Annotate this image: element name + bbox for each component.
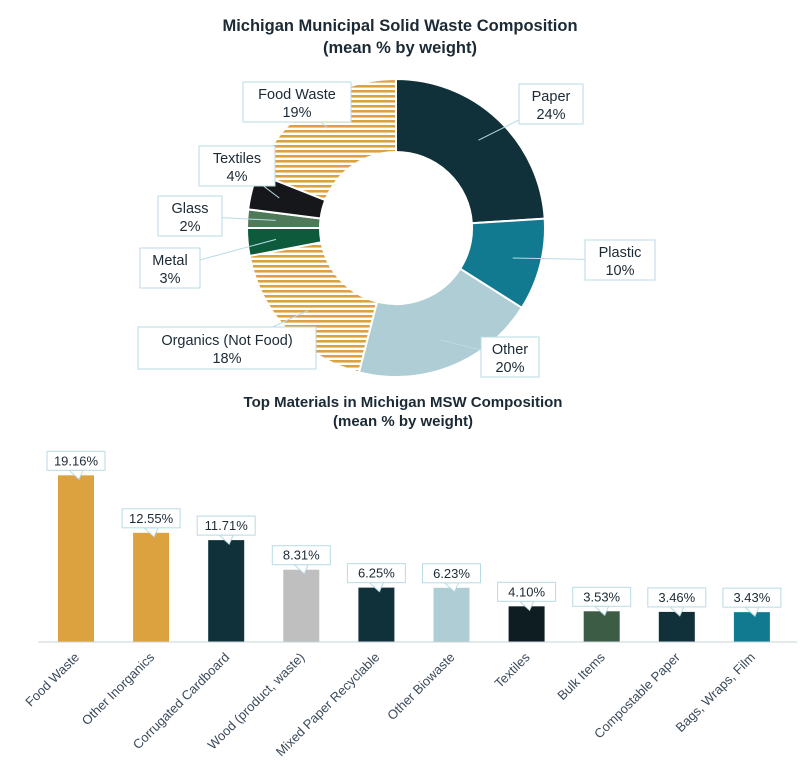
slice-value: 2%	[180, 219, 201, 235]
bar-other-biowaste	[433, 587, 470, 642]
category-label-bags-wraps-film: Bags, Wraps, Film	[672, 650, 758, 736]
donut-subtitle: (mean % by weight)	[323, 39, 477, 57]
slice-value: 10%	[605, 263, 634, 279]
donut-title: Michigan Municipal Solid Waste Compositi…	[222, 17, 577, 35]
slice-name: Plastic	[599, 245, 642, 261]
bar-wood-product-waste	[283, 569, 320, 642]
slice-label-paper: Paper 24%	[478, 83, 584, 141]
value-label-wood-product-waste: 8.31%	[271, 545, 331, 575]
slice-name: Other	[492, 342, 528, 358]
label-box	[480, 336, 540, 378]
bar-mixed-paper-recyclable	[358, 587, 395, 642]
value-label-compostable-paper: 3.46%	[647, 587, 707, 617]
label-box	[157, 195, 223, 237]
label-box	[198, 145, 276, 187]
label-box	[139, 247, 201, 289]
slice-value: 24%	[536, 107, 565, 123]
bar-textiles	[508, 606, 545, 642]
slice-label-food-waste: Food Waste 19%	[242, 81, 352, 129]
bar-title: Top Materials in Michigan MSW Compositio…	[244, 394, 563, 411]
value-label-textiles: 4.10%	[497, 581, 557, 612]
slice-label-plastic: Plastic 10%	[512, 239, 656, 281]
value-label-other-inorganics: 12.55%	[121, 508, 181, 538]
bar-bags-wraps-film	[733, 612, 770, 642]
bar-food-waste	[58, 475, 94, 642]
value-label-other-biowaste: 6.23%	[422, 563, 481, 593]
slice-value: 4%	[227, 169, 248, 185]
value-label-bulk-items: 3.53%	[572, 586, 632, 617]
label-box	[518, 83, 584, 125]
slice-value: 20%	[495, 360, 524, 376]
slice-label-organics-not-food: Organics (Not Food) 18%	[137, 310, 317, 370]
value-text: 6.23%	[433, 566, 470, 581]
value-label-bags-wraps-film: 3.43%	[722, 587, 782, 617]
slice-value: 19%	[282, 105, 311, 121]
value-box	[121, 508, 181, 529]
value-text: 4.10%	[508, 584, 545, 599]
category-label-textiles: Textiles	[491, 649, 533, 691]
value-box	[647, 587, 707, 608]
category-label-other-inorganics: Other Inorganics	[79, 649, 158, 728]
slice-name: Paper	[532, 89, 571, 105]
donut-chart: Michigan Municipal Solid Waste Compositi…	[137, 17, 656, 378]
value-box	[722, 587, 782, 608]
value-box	[497, 581, 557, 602]
value-label-food-waste: 19.16%	[46, 450, 106, 481]
value-text: 3.53%	[583, 589, 620, 604]
slice-food-waste	[256, 77, 397, 202]
value-text: 12.55%	[129, 511, 174, 526]
label-box	[242, 81, 352, 123]
value-box	[422, 563, 481, 584]
value-box	[271, 545, 331, 566]
slice-label-textiles: Textiles 4%	[198, 145, 280, 199]
value-text: 11.71%	[205, 518, 249, 533]
value-box	[346, 563, 406, 584]
value-label-corrugated-cardboard: 11.71%	[196, 515, 256, 545]
category-label-food-waste: Food Waste	[22, 650, 82, 710]
slice-label-metal: Metal 3%	[139, 238, 277, 289]
bar-subtitle: (mean % by weight)	[333, 413, 473, 430]
value-box	[46, 450, 106, 471]
bar-bulk-items	[583, 611, 620, 642]
slice-paper	[395, 77, 546, 225]
donut-labels: Paper 24% Plastic 10% Other 20% Organics (Not …	[137, 81, 656, 378]
value-box	[572, 586, 632, 607]
bar-chart: Top Materials in Michigan MSW Compositio…	[22, 394, 797, 759]
slice-value: 18%	[212, 351, 241, 367]
value-text: 6.25%	[358, 566, 395, 581]
value-text: 3.46%	[658, 590, 695, 605]
value-label-mixed-paper-recyclable: 6.25%	[346, 563, 406, 593]
slice-label-other: Other 20%	[440, 336, 540, 378]
slice-value: 3%	[160, 271, 181, 287]
slice-name: Textiles	[213, 151, 261, 167]
value-text: 19.16%	[54, 453, 99, 468]
value-text: 3.43%	[733, 590, 770, 605]
value-text: 8.31%	[283, 548, 320, 563]
slice-name: Food Waste	[258, 87, 336, 103]
slice-label-glass: Glass 2%	[157, 195, 276, 237]
category-label-bulk-items: Bulk Items	[554, 649, 608, 703]
label-box	[137, 326, 317, 370]
bar-group: 19.16% Food Waste 12.55% Other Inorganics 11…	[22, 450, 782, 759]
bar-compostable-paper	[658, 611, 695, 642]
category-label-other-biowaste: Other Biowaste	[384, 650, 457, 723]
value-box	[196, 515, 256, 536]
slice-name: Organics (Not Food)	[161, 333, 292, 349]
slice-name: Metal	[152, 253, 187, 269]
bar-other-inorganics	[133, 532, 170, 642]
slice-name: Glass	[171, 201, 208, 217]
bar-corrugated-cardboard	[208, 540, 245, 642]
label-box	[584, 239, 656, 281]
